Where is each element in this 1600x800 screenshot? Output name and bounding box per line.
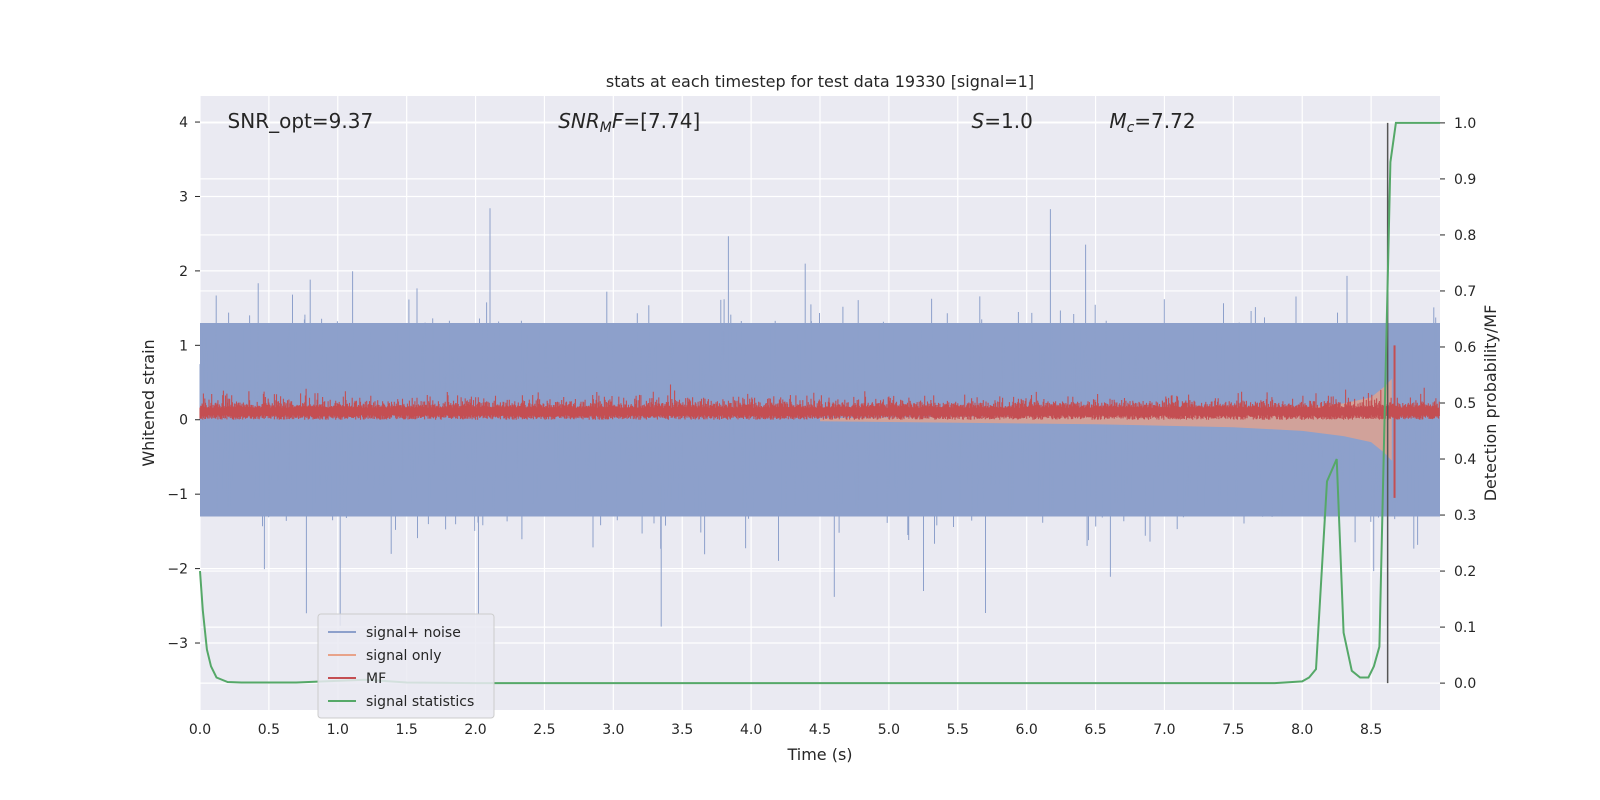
chart-title: stats at each timestep for test data 193… [606,72,1034,91]
series-signal-only [820,378,1392,461]
series-layer [199,121,1440,685]
series-mf [199,345,1440,498]
x-axis-label: Time (s) [786,745,852,764]
x-tick-label-16: 8.0 [1291,722,1313,738]
x-tick-label-5: 2.5 [533,722,555,738]
x-tick-label-13: 6.5 [1084,722,1106,738]
y-tick-label-7: 4 [179,115,188,131]
y-axis-label: Whitened strain [139,339,158,466]
y-tick-label-5: 2 [179,264,188,280]
y2-tick-label-9: 0.9 [1454,172,1476,188]
annotation-3: Mc=7.72 [1109,109,1195,136]
y-tick-label-4: 1 [179,338,188,354]
annotation-2: S=1.0 [972,109,1033,133]
x-axis: 0.0 0.5 1.0 1.5 2.0 2.5 3.0 3.5 4.0 4.5 5.0 5.5 6.0 6… [189,722,1382,738]
legend-label-1: signal only [366,648,441,664]
annotations: SNR_opt=9.37 SNRMF=[7.74] S=1.0 Mc=7.72 [228,109,1196,136]
y-axis-left: −3 −2 −1 0 1 2 3 4 [167,115,200,652]
annotation-0: SNR_opt=9.37 [228,109,374,133]
legend-box [317,613,495,719]
x-tick-label-3: 1.5 [396,722,418,738]
y2-tick-label-6: 0.6 [1454,340,1476,356]
y-tick-label-2: −1 [167,487,188,503]
y-tick-label-6: 3 [179,189,188,205]
y-tick-label-3: 0 [179,413,188,429]
y2-axis-label: Detection probability/MF [1481,305,1500,502]
x-tick-label-8: 4.0 [740,722,762,738]
y2-tick-label-3: 0.3 [1454,508,1476,524]
x-tick-label-11: 5.5 [947,722,969,738]
legend-label-3: signal statistics [366,694,474,710]
y2-tick-label-0: 0.0 [1454,676,1476,692]
y-tick-label-1: −2 [167,562,188,578]
x-tick-label-17: 8.5 [1360,722,1382,738]
mf-trace [199,384,1440,420]
x-tick-label-1: 0.5 [258,722,280,738]
annotation-1: SNRMF=[7.74] [558,109,700,136]
x-tick-label-0: 0.0 [189,722,211,738]
signal-envelope [820,378,1392,461]
series-signal-statistics [199,121,1440,685]
x-tick-label-4: 2.0 [464,722,486,738]
y2-tick-label-10: 1.0 [1454,116,1476,132]
x-tick-label-2: 1.0 [327,722,349,738]
y2-tick-label-4: 0.4 [1454,452,1476,468]
legend-label-0: signal+ noise [366,625,461,641]
x-tick-label-14: 7.0 [1153,722,1175,738]
x-tick-label-6: 3.0 [602,722,624,738]
x-tick-label-15: 7.5 [1222,722,1244,738]
y2-tick-label-5: 0.5 [1454,396,1476,412]
x-tick-label-7: 3.5 [671,722,693,738]
y-tick-label-0: −3 [167,636,188,652]
x-tick-label-9: 4.5 [809,722,831,738]
x-tick-label-10: 5.0 [878,722,900,738]
y2-tick-label-1: 0.1 [1454,620,1476,636]
legend: signal+ noise signal only MF signal statist… [317,613,495,719]
x-tick-label-12: 6.0 [1016,722,1038,738]
y-axis-right: 0.0 0.1 0.2 0.3 0.4 0.5 0.6 0.7 0.8 0.9 1.0 [1440,116,1476,692]
y2-tick-label-8: 0.8 [1454,228,1476,244]
legend-label-2: MF [366,671,386,687]
y2-tick-label-2: 0.2 [1454,564,1476,580]
y2-tick-label-7: 0.7 [1454,284,1476,300]
